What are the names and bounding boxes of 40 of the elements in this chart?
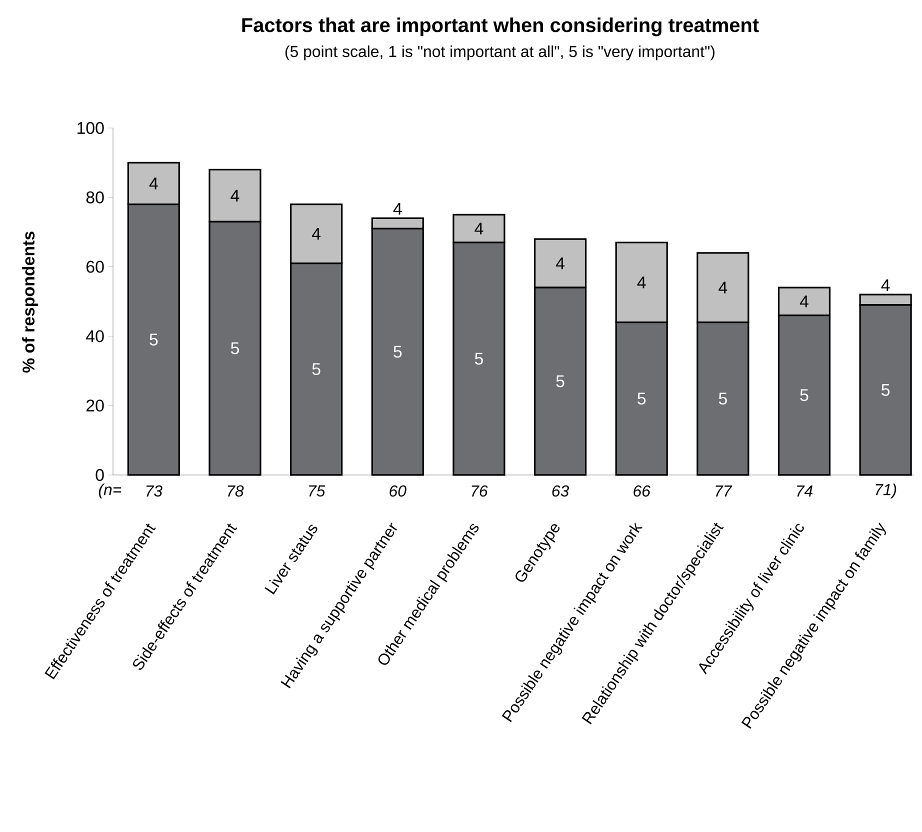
text: 4 xyxy=(556,257,564,270)
text: 4 xyxy=(149,178,158,190)
text: 71) xyxy=(876,484,896,498)
series-label: 5 xyxy=(638,392,646,405)
text: 5 xyxy=(230,342,239,354)
text: 74 xyxy=(797,486,812,496)
text: 75 xyxy=(309,485,326,497)
text: 4 xyxy=(718,282,728,294)
series-label: 4 xyxy=(393,203,402,215)
text: 4 xyxy=(230,190,240,202)
text: 73 xyxy=(146,485,162,497)
text: 5 xyxy=(312,363,320,376)
chart-title: Factors that are important when considering treatment xyxy=(242,18,759,36)
text: 77 xyxy=(716,486,732,496)
text: 4 xyxy=(312,228,321,240)
text: 5 xyxy=(718,392,727,405)
chart-subtitle: (5 point scale, 1 is "not important at all", 5 is "very important") xyxy=(285,45,714,60)
text: 78 xyxy=(228,485,244,497)
text: 5 xyxy=(394,346,402,358)
text: 4 xyxy=(800,296,808,308)
text: 4 xyxy=(881,279,890,292)
y-tick-label: 100 xyxy=(78,122,104,134)
y-axis-title: % of respondents xyxy=(22,232,38,373)
y-tick-label: 40 xyxy=(86,330,104,342)
text: 76 xyxy=(472,485,488,497)
y-tick-label: 20 xyxy=(86,400,104,412)
text: 5 xyxy=(150,334,158,346)
text: 4 xyxy=(474,222,484,234)
text: 60 xyxy=(390,485,406,497)
text: 4 xyxy=(637,276,646,288)
text: 5 xyxy=(800,389,808,402)
text: 5 xyxy=(882,384,890,396)
text: 66 xyxy=(634,485,650,497)
text: (n= xyxy=(98,484,122,498)
text: 5 xyxy=(556,375,564,388)
y-tick-label: 80 xyxy=(86,191,104,204)
text: 63 xyxy=(552,485,569,497)
text: 5 xyxy=(474,352,483,365)
y-tick-label: 0 xyxy=(96,468,104,481)
y-tick-label: 60 xyxy=(86,260,104,273)
